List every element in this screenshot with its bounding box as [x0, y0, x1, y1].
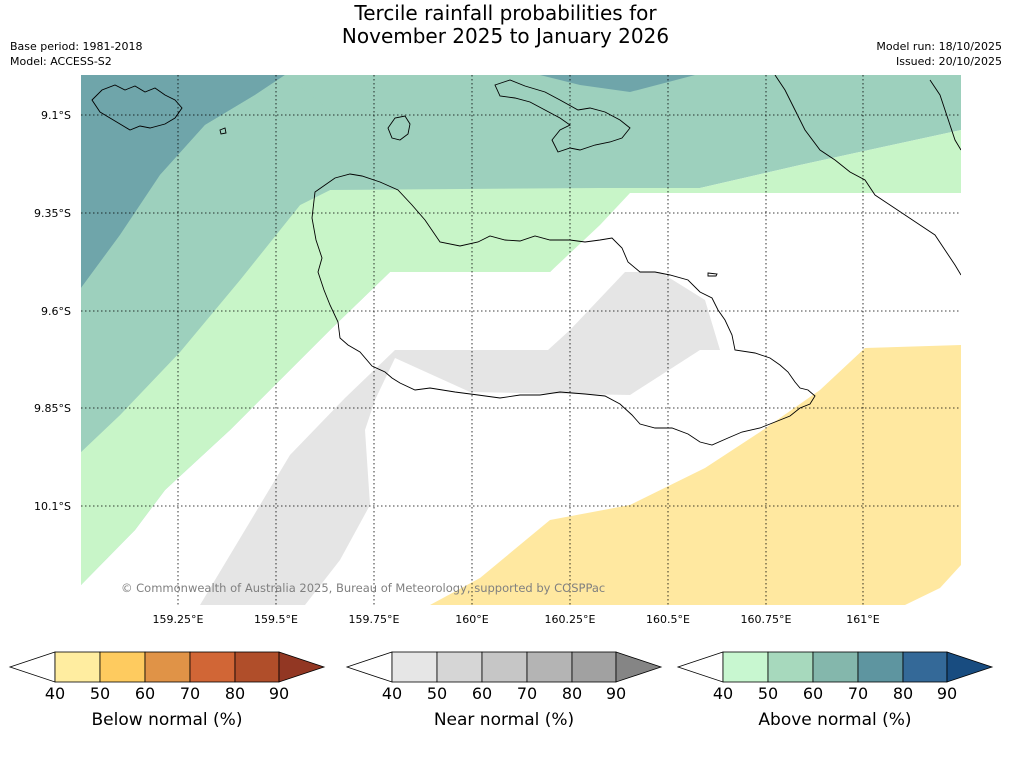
- colorbar-swatch: [722, 651, 769, 683]
- colorbar-swatch: [436, 651, 483, 683]
- latitude-labels: 9.1°S 9.35°S 9.6°S 9.85°S 10.1°S: [34, 109, 71, 513]
- colorbar-extend-min: [345, 651, 393, 683]
- colorbar-extend-min: [8, 651, 56, 683]
- colorbar-near-normal: 40 50 60 70 80 90 Near normal (%): [345, 651, 663, 730]
- near-normal-50-region: [200, 272, 720, 605]
- colorbar-extend-max: [278, 651, 326, 683]
- colorbar-tick: 90: [269, 684, 289, 703]
- colorbar-swatch: [54, 651, 101, 683]
- colorbar-below-normal: 40 50 60 70 80 90 Below normal (%): [8, 651, 326, 730]
- colorbar-tick: 80: [893, 684, 913, 703]
- model-run-text: Model run: 18/10/2025: [876, 40, 1002, 53]
- lon-label: 159.25°E: [153, 613, 204, 626]
- model-text: Model: ACCESS-S2: [10, 55, 112, 68]
- colorbar-tick: 60: [135, 684, 155, 703]
- colorbar-tick: 90: [937, 684, 957, 703]
- colorbar-tick: 40: [713, 684, 733, 703]
- colorbar-swatch: [902, 651, 948, 683]
- colorbar-label-below: Below normal (%): [92, 710, 243, 730]
- colorbar-tick: 50: [90, 684, 110, 703]
- florida-islands-coastline: [494, 79, 631, 153]
- colorbar-tick: 70: [517, 684, 537, 703]
- above-normal-60-band: [81, 75, 330, 452]
- map-panel: © Commonwealth of Australia 2025, Bureau…: [81, 75, 961, 605]
- coastlines: [91, 75, 961, 446]
- colorbar-tick: 70: [848, 684, 868, 703]
- colorbar-label-near: Near normal (%): [434, 710, 574, 730]
- colorbar-swatch: [391, 651, 438, 683]
- below-normal-50-region: [430, 345, 961, 605]
- longitude-labels: 159.25°E 159.5°E 159.75°E 160°E 160.25°E…: [153, 613, 880, 626]
- lon-label: 161°E: [846, 613, 879, 626]
- colorbar-swatch: [99, 651, 146, 683]
- issued-text: Issued: 20/10/2025: [895, 55, 1002, 68]
- lat-label: 9.85°S: [34, 402, 71, 415]
- savo-island-coastline: [387, 115, 411, 141]
- colorbar-swatch: [571, 651, 617, 683]
- guadalcanal-coastline: [311, 173, 816, 446]
- small-island-1: [219, 127, 227, 135]
- colorbar-tick: 50: [758, 684, 778, 703]
- colorbar-extend-min: [676, 651, 724, 683]
- colorbar-tick: 70: [180, 684, 200, 703]
- lon-label: 160°E: [455, 613, 488, 626]
- malaita-coastline: [774, 75, 961, 276]
- colorbar-tick: 80: [225, 684, 245, 703]
- colorbar-tick: 40: [45, 684, 65, 703]
- lon-label: 160.5°E: [646, 613, 690, 626]
- lon-label: 160.75°E: [741, 613, 792, 626]
- lat-label: 9.6°S: [41, 305, 71, 318]
- small-island-2: [707, 272, 718, 277]
- colorbar-swatch: [767, 651, 814, 683]
- lat-label: 9.1°S: [41, 109, 71, 122]
- colorbar-tick: 60: [803, 684, 823, 703]
- colorbar-tick: 90: [606, 684, 626, 703]
- colorbar-swatch: [481, 651, 528, 683]
- colorbar-extend-max: [615, 651, 663, 683]
- graticule: [81, 75, 961, 605]
- colorbar-tick: 50: [427, 684, 447, 703]
- lon-label: 159.5°E: [254, 613, 298, 626]
- colorbar-above-normal: 40 50 60 70 80 90 Above normal (%): [676, 651, 994, 730]
- colorbar-extend-max: [946, 651, 994, 683]
- colorbar-tick: 80: [562, 684, 582, 703]
- lat-label: 10.1°S: [34, 500, 71, 513]
- colorbar-tick: 60: [472, 684, 492, 703]
- colorbar-tick: 40: [382, 684, 402, 703]
- copyright-text: © Commonwealth of Australia 2025, Bureau…: [121, 581, 605, 595]
- lat-label: 9.35°S: [34, 207, 71, 220]
- above-normal-70-region: [81, 75, 285, 288]
- russell-islands-coastline: [91, 84, 183, 131]
- map-title-line2: November 2025 to January 2026: [341, 24, 670, 48]
- above-normal-50-region: [81, 130, 961, 585]
- lon-label: 159.75°E: [349, 613, 400, 626]
- colorbar-swatch: [234, 651, 280, 683]
- ngella-coastline: [929, 79, 961, 151]
- colorbar-swatch: [189, 651, 236, 683]
- lon-label: 160.25°E: [545, 613, 596, 626]
- above-normal-70-region-top: [540, 75, 695, 92]
- colorbar-swatch: [857, 651, 904, 683]
- base-period-text: Base period: 1981-2018: [10, 40, 143, 53]
- map-title-line1: Tercile rainfall probabilities for: [354, 1, 657, 25]
- colorbar-swatch: [812, 651, 859, 683]
- colorbar-label-above: Above normal (%): [758, 710, 911, 730]
- colorbar-swatch: [144, 651, 191, 683]
- colorbar-swatch: [526, 651, 573, 683]
